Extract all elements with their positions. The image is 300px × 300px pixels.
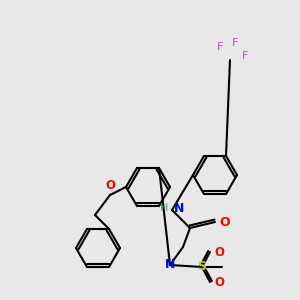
Text: N: N xyxy=(174,202,184,214)
Text: O: O xyxy=(214,275,224,289)
Text: O: O xyxy=(105,179,115,192)
Text: S: S xyxy=(197,260,206,274)
Text: O: O xyxy=(219,215,230,229)
Text: O: O xyxy=(214,245,224,259)
Text: H: H xyxy=(160,203,168,213)
Text: F: F xyxy=(242,51,248,61)
Text: N: N xyxy=(165,259,175,272)
Text: F: F xyxy=(232,38,238,48)
Text: F: F xyxy=(217,42,223,52)
